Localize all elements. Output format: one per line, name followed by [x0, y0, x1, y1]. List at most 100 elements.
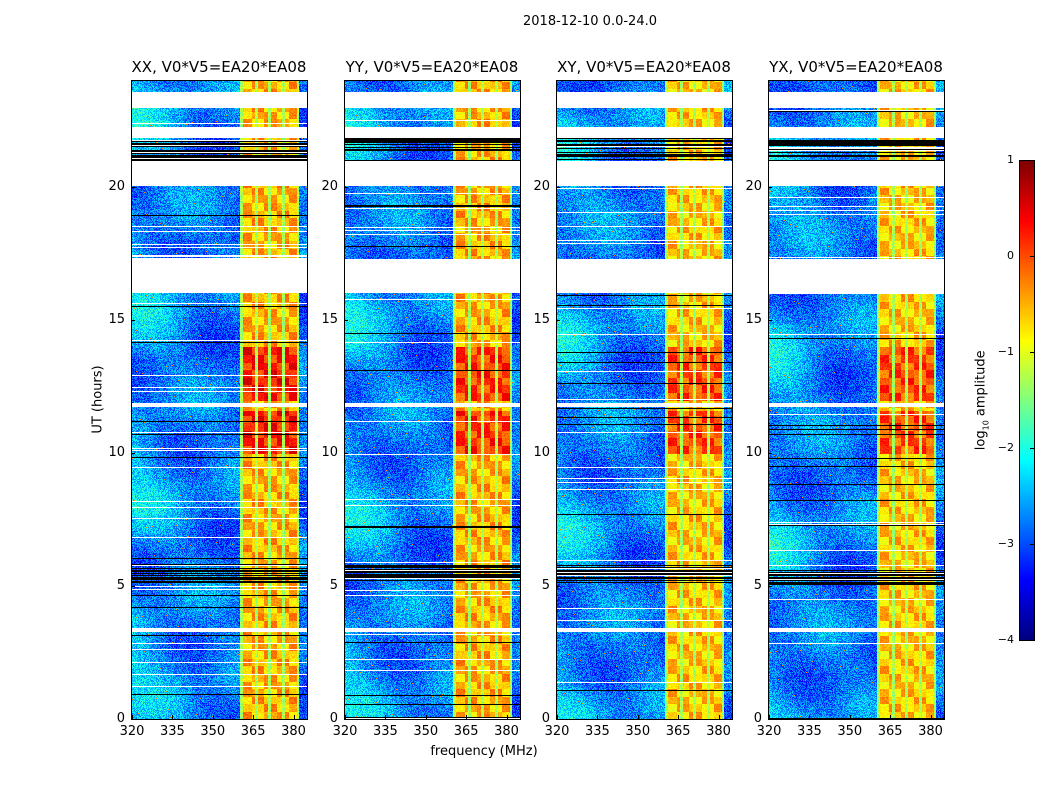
y-tick-label: 15: [321, 312, 338, 328]
figure-title: 2018-12-10 0.0-24.0: [523, 14, 657, 29]
x-axis-label: frequency (MHz): [430, 744, 538, 759]
colorbar-tick-mark: [1030, 640, 1034, 641]
y-tick-mark: [556, 586, 560, 588]
x-tick-label: 320: [756, 724, 782, 739]
y-tick-mark: [131, 586, 135, 588]
x-tick-mark: [557, 715, 558, 719]
y-tick-label: 20: [533, 179, 550, 195]
x-tick-mark: [718, 715, 720, 719]
y-tick-label: 15: [745, 312, 762, 328]
y-tick-label: 0: [116, 711, 125, 726]
x-tick-mark: [425, 715, 427, 719]
x-tick-mark: [385, 715, 387, 719]
x-tick-label: 335: [584, 724, 610, 739]
x-tick-label: 365: [240, 724, 266, 739]
y-tick-mark: [768, 719, 772, 720]
y-tick-label: 10: [108, 445, 125, 461]
x-tick-label: 320: [332, 724, 358, 739]
y-tick-mark: [344, 187, 348, 189]
x-tick-mark: [678, 715, 680, 719]
y-tick-mark: [556, 320, 560, 322]
colorbar-tick-mark: [1030, 256, 1034, 257]
y-tick-label: 5: [116, 578, 125, 594]
x-tick-label: 320: [119, 724, 145, 739]
x-tick-mark: [293, 715, 295, 719]
y-tick-mark: [344, 453, 348, 455]
colorbar-tick-mark: [1030, 448, 1034, 449]
y-tick-mark: [768, 453, 772, 455]
heatmap-panel-1: [131, 80, 308, 720]
y-tick-label: 10: [533, 445, 550, 461]
x-tick-label: 335: [159, 724, 185, 739]
heatmap-image: [132, 81, 307, 719]
x-tick-mark: [637, 715, 639, 719]
panel-title: XY, V0*V5=EA20*EA08: [557, 58, 731, 76]
y-tick-label: 10: [321, 445, 338, 461]
y-tick-label: 15: [533, 312, 550, 328]
y-tick-label: 0: [329, 711, 338, 726]
y-tick-mark: [768, 187, 772, 189]
colorbar-label-text: amplitude: [973, 350, 989, 421]
x-tick-mark: [890, 715, 892, 719]
y-tick-mark: [556, 719, 560, 720]
x-tick-mark: [466, 715, 468, 719]
y-tick-mark: [768, 320, 772, 322]
y-tick-label: 0: [753, 711, 762, 726]
colorbar: [1019, 160, 1035, 641]
heatmap-panel-2: [344, 80, 521, 720]
heatmap-image: [345, 81, 520, 719]
colorbar-tick-mark: [1030, 544, 1034, 545]
y-tick-mark: [344, 586, 348, 588]
x-tick-label: 350: [200, 724, 226, 739]
x-tick-mark: [253, 715, 255, 719]
x-tick-label: 350: [837, 724, 863, 739]
y-tick-label: 15: [108, 312, 125, 328]
colorbar-tick-mark: [1030, 352, 1034, 353]
y-tick-label: 20: [321, 179, 338, 195]
x-tick-mark: [930, 715, 932, 719]
colorbar-tick-label: −1: [997, 345, 1014, 358]
y-tick-label: 10: [745, 445, 762, 461]
y-tick-label: 5: [753, 578, 762, 594]
colorbar-tick-label: 1: [1007, 153, 1014, 166]
heatmap-panel-3: [556, 80, 733, 720]
heatmap-image: [769, 81, 944, 719]
colorbar-tick-label: −2: [997, 441, 1014, 454]
y-tick-label: 5: [541, 578, 550, 594]
x-tick-label: 365: [665, 724, 691, 739]
x-tick-mark: [809, 715, 811, 719]
x-tick-mark: [597, 715, 599, 719]
panel-title: YX, V0*V5=EA20*EA08: [769, 58, 943, 76]
x-tick-label: 380: [494, 724, 519, 739]
y-tick-mark: [131, 453, 135, 455]
x-tick-label: 380: [281, 724, 306, 739]
y-tick-label: 0: [541, 711, 550, 726]
y-tick-mark: [131, 320, 135, 322]
x-tick-label: 320: [544, 724, 570, 739]
y-tick-label: 20: [108, 179, 125, 195]
y-tick-label: 20: [745, 179, 762, 195]
y-tick-mark: [344, 320, 348, 322]
y-tick-label: 5: [329, 578, 338, 594]
panel-title: YY, V0*V5=EA20*EA08: [345, 58, 519, 76]
x-tick-mark: [506, 715, 508, 719]
panel-title: XX, V0*V5=EA20*EA08: [131, 58, 307, 76]
x-tick-label: 365: [877, 724, 903, 739]
y-tick-mark: [131, 719, 135, 720]
colorbar-tick-label: 0: [1007, 249, 1014, 262]
x-tick-mark: [212, 715, 214, 719]
x-tick-mark: [132, 715, 133, 719]
y-tick-mark: [768, 586, 772, 588]
x-tick-label: 380: [918, 724, 943, 739]
x-tick-mark: [769, 715, 770, 719]
heatmap-image: [557, 81, 732, 719]
x-tick-label: 335: [796, 724, 822, 739]
x-tick-label: 380: [706, 724, 731, 739]
x-tick-label: 350: [413, 724, 439, 739]
colorbar-tick-label: −3: [997, 537, 1014, 550]
colorbar-gradient: [1020, 161, 1034, 640]
colorbar-tick-label: −4: [997, 633, 1014, 646]
y-tick-mark: [131, 187, 135, 189]
x-tick-label: 350: [625, 724, 651, 739]
y-axis-label: UT (hours): [90, 365, 106, 434]
